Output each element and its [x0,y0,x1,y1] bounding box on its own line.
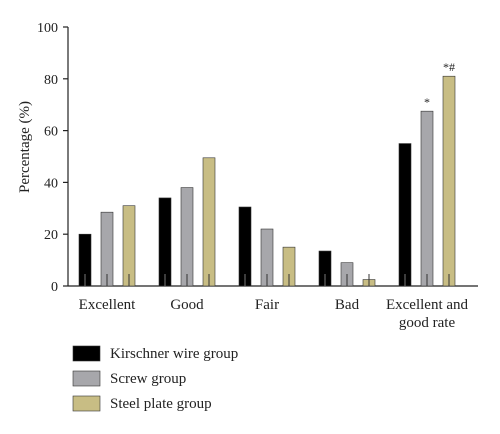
x-tick-label: Excellent and good rate [386,297,469,331]
bar-steel-plate-group [202,157,216,287]
y-tick-label: 20 [44,228,58,243]
legend-swatch [72,395,101,412]
legend-label: Kirschner wire group [110,346,238,362]
bars [78,75,456,287]
bar-steel-plate-group [122,205,136,287]
legend-label: Steel plate group [110,396,212,412]
x-tick-label: Excellent [79,297,136,313]
x-tick-labels: Excellent Good Fair Bad Excellent and good ra… [79,297,469,331]
y-tick-label: 100 [37,21,58,36]
bar-kirschner-wire-group [158,197,172,287]
y-tick-label: 40 [44,176,58,191]
significance-marker: *# [443,60,455,74]
x-tick-label: Fair [255,297,279,313]
y-tick-label: 80 [44,73,58,88]
bar-steel-plate-group [442,75,456,287]
y-axis-title: Percentage (%) [17,101,33,193]
y-tick-label: 0 [51,280,58,295]
bar-screw-group [420,110,434,287]
significance-marker: * [424,95,430,109]
legend-label: Screw group [110,371,186,387]
legend: Kirschner wire group Screw group Steel pla… [72,345,238,412]
x-tick-label: Good [170,297,204,313]
annotations: * *# [424,60,455,109]
bar-screw-group [180,187,194,287]
y-tick-label: 60 [44,125,58,140]
legend-swatch [72,370,101,387]
x-tick-label: Bad [335,297,360,313]
legend-swatch [72,345,101,362]
bar-kirschner-wire-group [398,143,412,287]
y-ticks: 0 20 40 60 80 100 [37,21,68,295]
